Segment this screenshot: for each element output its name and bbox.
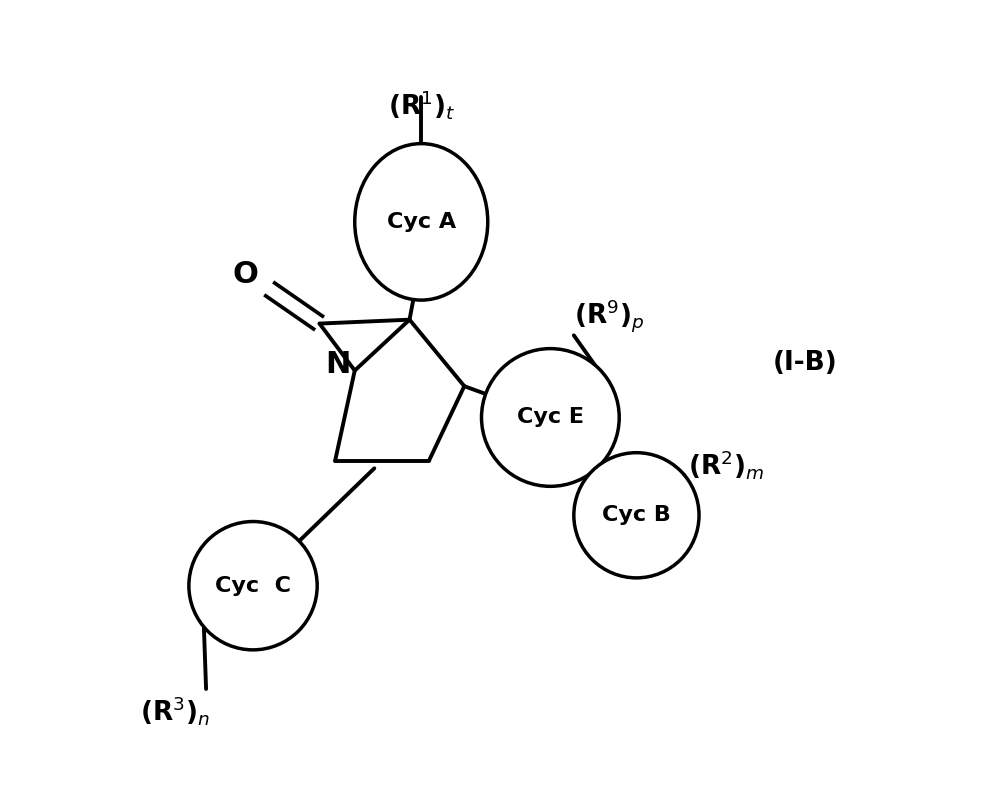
Text: (R$^{9}$)$_{p}$: (R$^{9}$)$_{p}$ [573,297,644,334]
Text: Cyc  C: Cyc C [215,576,291,596]
Ellipse shape [482,348,619,486]
Ellipse shape [573,452,699,578]
Text: (R$^{1}$)$_{t}$: (R$^{1}$)$_{t}$ [388,88,455,121]
Text: (I-B): (I-B) [772,350,837,376]
Text: N: N [325,350,351,379]
Text: Cyc A: Cyc A [387,212,456,232]
Text: Cyc E: Cyc E [516,407,583,427]
Text: (R$^{3}$)$_{n}$: (R$^{3}$)$_{n}$ [140,694,210,727]
Ellipse shape [355,143,488,300]
Text: Cyc B: Cyc B [602,505,671,526]
Text: (R$^{2}$)$_{m}$: (R$^{2}$)$_{m}$ [688,448,764,481]
Ellipse shape [189,522,318,650]
Text: O: O [233,260,258,288]
